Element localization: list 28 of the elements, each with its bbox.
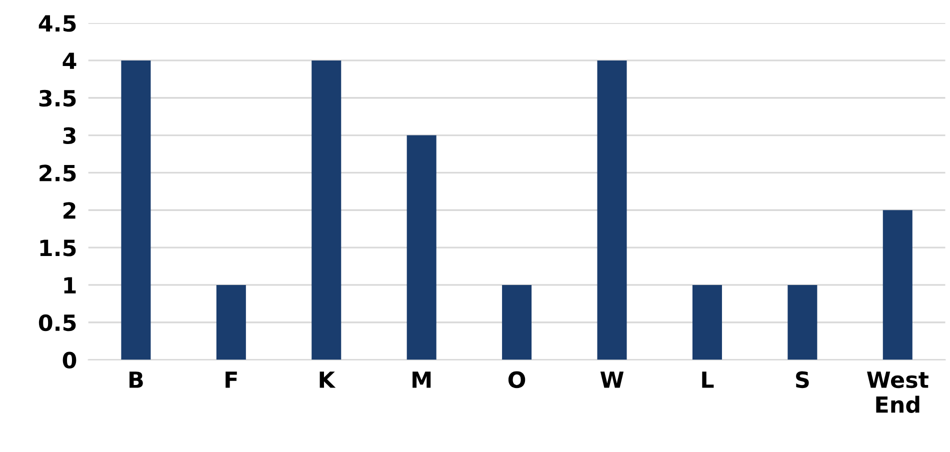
- bar: [312, 60, 342, 360]
- y-tick-label: 2.5: [40, 164, 76, 182]
- y-tick-label: 2: [64, 202, 76, 219]
- bar: [216, 284, 246, 360]
- bar: [502, 284, 532, 360]
- x-tick-label: K: [320, 372, 336, 388]
- bar: [882, 210, 912, 360]
- x-tick-label: M: [412, 372, 431, 388]
- x-tick-label: O: [508, 371, 526, 388]
- bar: [597, 60, 627, 360]
- bar: [788, 284, 818, 360]
- y-tick-label: 3: [63, 127, 76, 144]
- x-tick-label: F: [226, 372, 237, 388]
- x-tick-label: L: [702, 372, 714, 388]
- y-tick-label: 0: [62, 352, 76, 369]
- bar: [692, 284, 722, 360]
- y-tick-label: 4.5: [38, 15, 76, 32]
- x-tick-label: S: [796, 371, 809, 388]
- y-tick-label: 0.5: [38, 314, 76, 332]
- y-tick-label: 3.5: [39, 90, 76, 107]
- bar: [121, 60, 151, 360]
- x-tick-label: West End: [866, 372, 928, 413]
- y-tick-label: 1: [64, 277, 76, 294]
- y-tick-label: 4: [62, 52, 76, 69]
- y-tick-label: 1.5: [40, 240, 76, 256]
- x-tick-label: W: [600, 372, 624, 388]
- x-tick-label: B: [130, 372, 143, 388]
- bar: [406, 135, 436, 360]
